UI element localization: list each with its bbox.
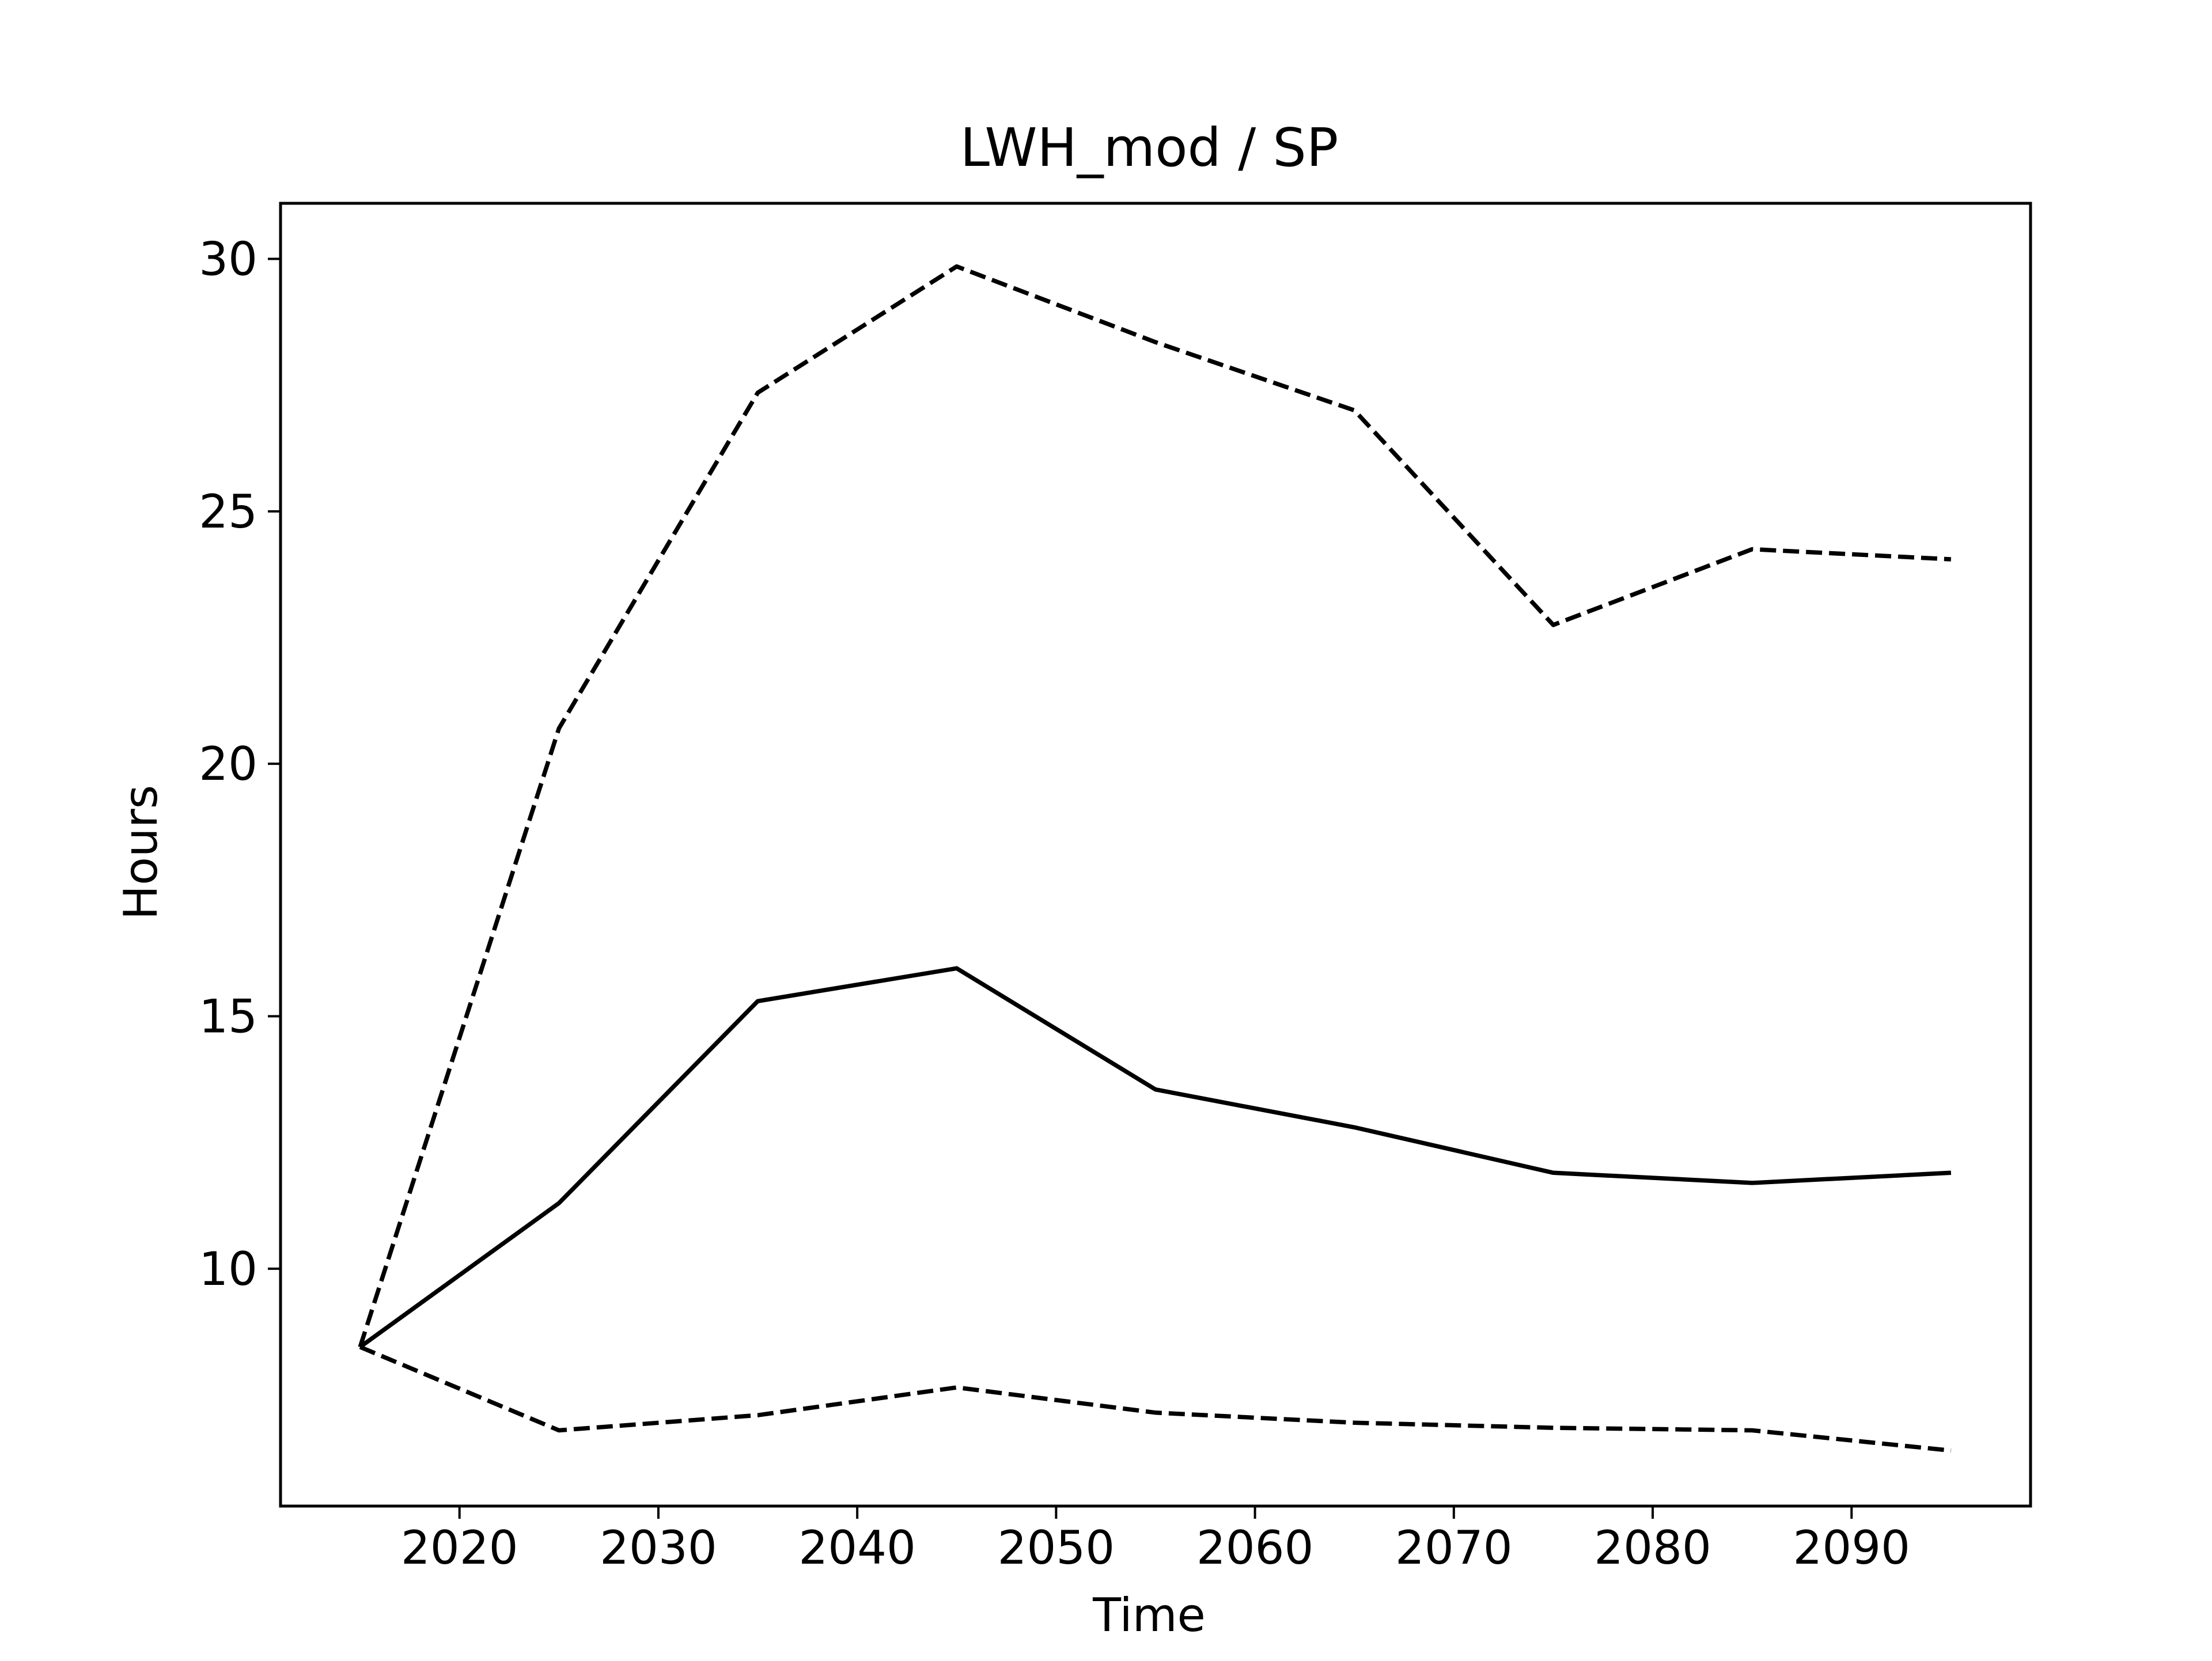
x-axis-label: Time bbox=[1092, 1588, 1206, 1642]
x-tick-label: 2080 bbox=[1594, 1521, 1711, 1575]
y-axis-label: Hours bbox=[114, 785, 168, 920]
series-line-1 bbox=[358, 966, 1952, 1349]
x-tick-label: 2020 bbox=[401, 1521, 518, 1575]
x-tick-label: 2040 bbox=[798, 1521, 916, 1575]
axis-ticks: 2020 2030 2040 2050 2060 2070 2080 2090 10 15 20 25… bbox=[199, 232, 1910, 1575]
y-tick-label: 10 bbox=[199, 1242, 257, 1296]
y-tick-label: 20 bbox=[199, 737, 257, 791]
y-tick-label: 15 bbox=[199, 990, 257, 1044]
chart-title: LWH_mod / SP bbox=[960, 117, 1339, 179]
y-tick-label: 25 bbox=[199, 485, 257, 539]
series-line-3 bbox=[359, 1345, 1952, 1453]
x-tick-label: 2070 bbox=[1395, 1521, 1513, 1575]
y-tick-label: 30 bbox=[199, 232, 257, 286]
series-line-2 bbox=[358, 264, 1952, 1348]
x-tick-label: 2060 bbox=[1196, 1521, 1314, 1575]
plot-area-frame bbox=[279, 202, 2032, 1508]
x-tick-label: 2090 bbox=[1793, 1521, 1910, 1575]
series-lines bbox=[358, 264, 1952, 1453]
x-tick-label: 2050 bbox=[998, 1521, 1115, 1575]
x-tick-label: 2030 bbox=[600, 1521, 717, 1575]
